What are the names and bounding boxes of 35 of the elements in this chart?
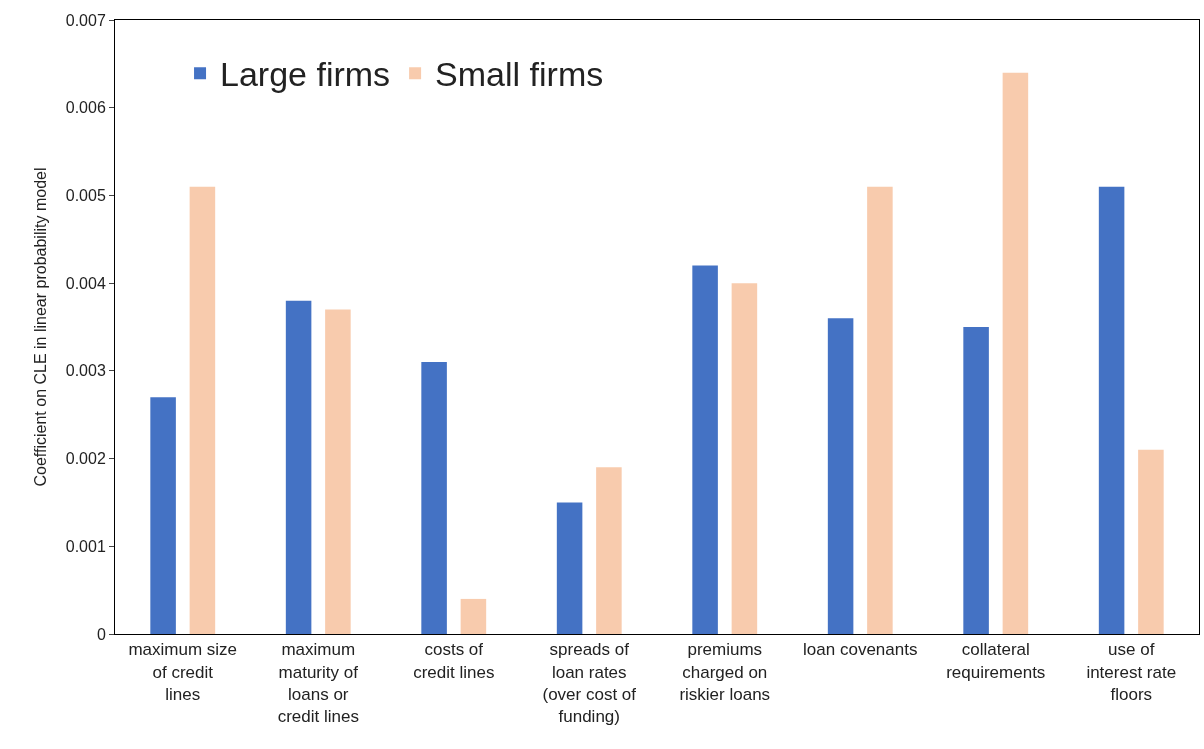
bar: [325, 309, 351, 634]
y-tick-label: 0.005: [65, 187, 106, 205]
bar: [285, 300, 312, 634]
y-tick-label: 0.002: [65, 450, 106, 468]
bar: [556, 502, 583, 634]
bar: [421, 362, 447, 634]
y-tick-label: 0.001: [65, 537, 106, 555]
y-axis-title: Coefficient on CLE in linear probability model: [31, 167, 49, 487]
bar: [963, 327, 989, 634]
y-tick-label: 0.007: [65, 11, 106, 29]
legend-label: Small firms: [435, 55, 604, 94]
x-tick-label: premiums charged on riskier loans: [679, 640, 771, 704]
y-tick-label: 0.004: [65, 274, 106, 292]
x-tick-label: spreads of loan rates (over cost of funding): [542, 640, 637, 726]
x-tick-label: loan covenants: [803, 640, 918, 660]
x-tick-label: maximum maturity of loans or credit lines: [277, 640, 359, 726]
bar: [867, 186, 893, 634]
x-tick-label: maximum size of credit lines: [128, 640, 238, 704]
y-tick-label: 0.003: [65, 362, 106, 380]
bar: [460, 598, 487, 634]
legend-label: Large firms: [220, 55, 391, 94]
bar: [692, 265, 718, 634]
x-tick-label: collateral requirements: [946, 640, 1046, 682]
bar: [189, 186, 216, 634]
bar: [1002, 72, 1029, 634]
bar: [1098, 186, 1125, 634]
x-tick-label: use of interest rate floors: [1086, 640, 1177, 704]
bar: [1138, 449, 1164, 634]
bar: [150, 397, 176, 634]
y-tick-label: 0: [96, 625, 106, 643]
y-tick-label: 0.006: [65, 99, 106, 117]
bar: [596, 467, 622, 634]
bar: [731, 283, 758, 634]
bar: [827, 318, 854, 634]
x-tick-label: costs of credit lines: [413, 640, 495, 682]
